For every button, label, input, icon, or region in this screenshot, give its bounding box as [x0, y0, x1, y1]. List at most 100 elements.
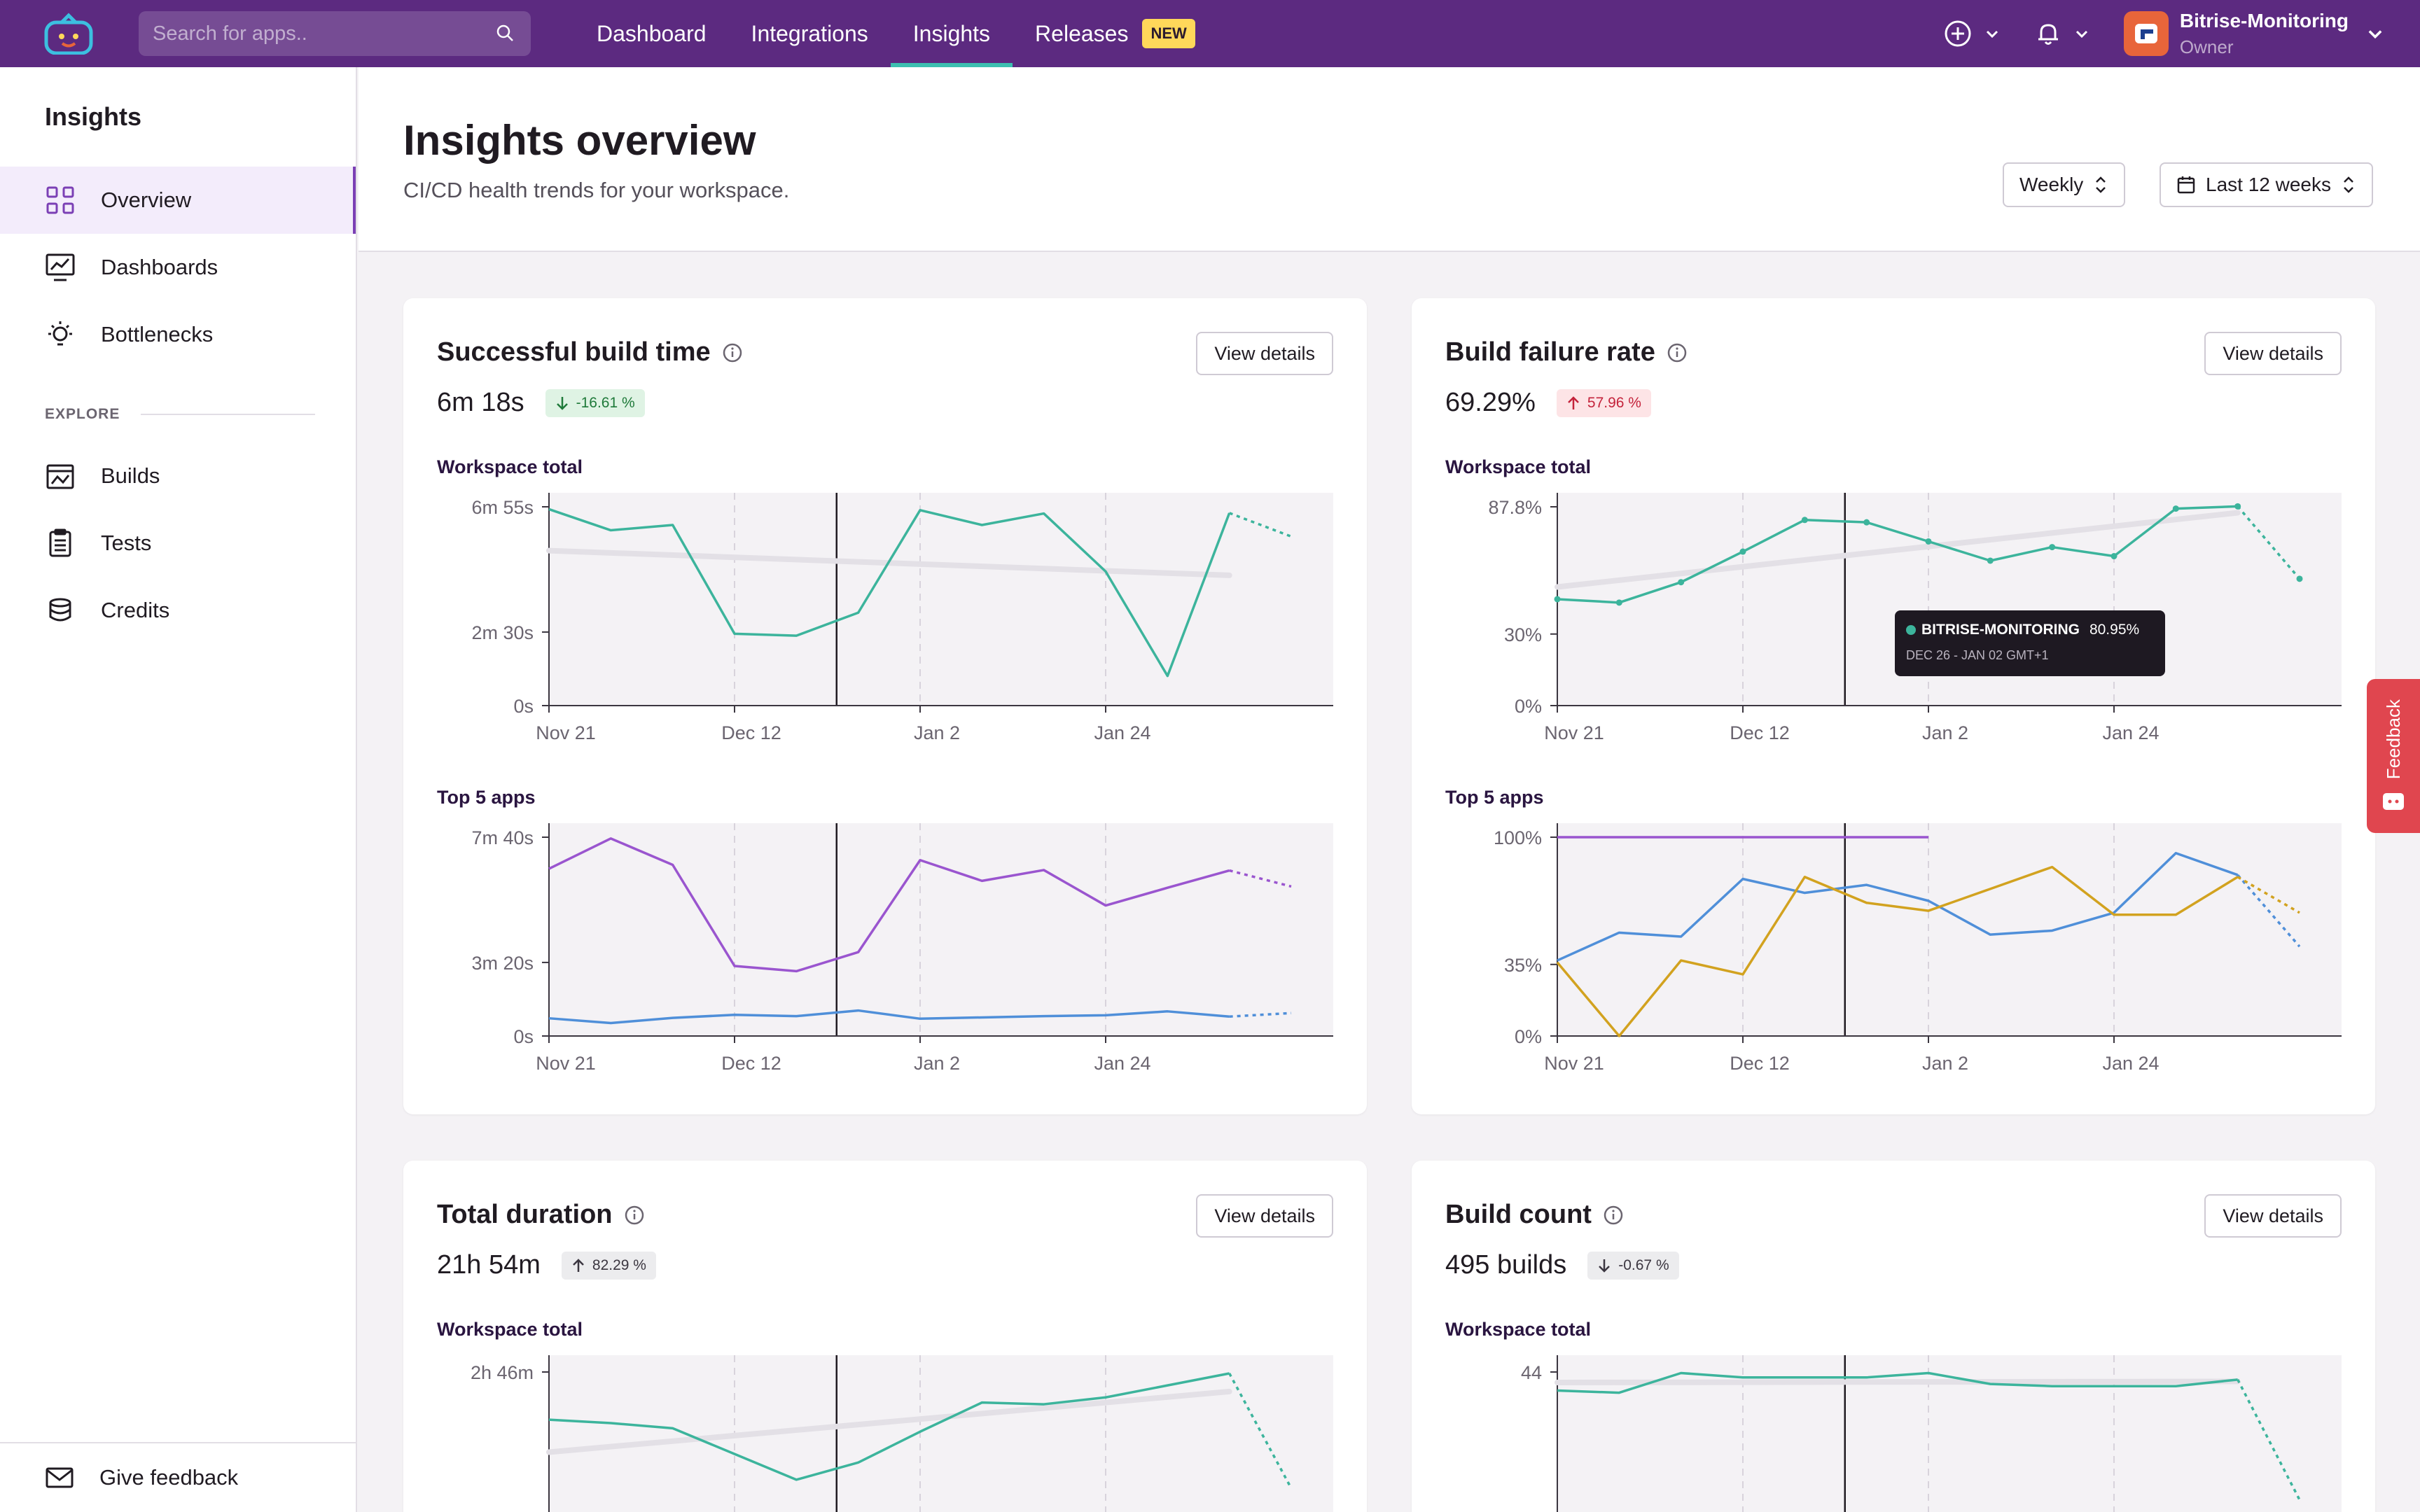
plot-area [549, 823, 1333, 1036]
info-icon[interactable] [624, 1205, 645, 1226]
view-details-button[interactable]: View details [1196, 1194, 1333, 1238]
chart-workspace-total[interactable]: 0% 30% 87.8% Nov 21 Dec 12 Jan 2 Jan 24 [1445, 489, 2342, 776]
notifications-button[interactable] [2034, 20, 2090, 48]
top-right-controls: Bitrise-Monitoring Owner [1943, 0, 2420, 67]
x-tick-label: Nov 21 [1544, 722, 1604, 743]
sidebar-item-dashboards[interactable]: Dashboards [0, 234, 356, 301]
y-tick-label: 44 [1521, 1362, 1542, 1383]
sidebar-item-builds[interactable]: Builds [0, 442, 356, 510]
delta-value: -16.61 % [576, 394, 635, 411]
series-line [548, 1372, 1230, 1481]
chart-top-apps[interactable]: 0s 3m 20s 7m 40s Nov 21 Dec 12 Jan 2 Jan 24 [437, 819, 1333, 1106]
sidebar-item-label: Tests [101, 531, 152, 555]
chart-workspace-total[interactable]: 58m 20s 2h 46m [437, 1351, 1333, 1512]
search-bar[interactable] [139, 11, 531, 56]
sort-chevrons-icon [2096, 176, 2106, 193]
builds-icon [45, 461, 76, 491]
series-projection-line [1229, 1011, 1292, 1018]
series-line [548, 1009, 1230, 1025]
feedback-side-tab[interactable]: Feedback [2367, 679, 2420, 833]
data-point[interactable] [2049, 544, 2056, 551]
series-projection-line [1228, 1373, 1293, 1489]
data-point[interactable] [1554, 596, 1561, 603]
data-point[interactable] [2172, 505, 2179, 512]
new-badge: NEW [1142, 19, 1195, 48]
chart-workspace-total[interactable]: 0s 2m 30s 6m 55s Nov 21 Dec 12 Jan 2 Jan 24 [437, 489, 1333, 776]
sidebar-item-bottlenecks[interactable]: Bottlenecks [0, 301, 356, 368]
feedback-chat-icon [2383, 793, 2404, 811]
top-bar: Dashboard Integrations Insights Releases… [0, 0, 2420, 67]
period-select[interactable]: Weekly [2003, 162, 2126, 207]
workspace-total-label: Workspace total [1445, 456, 1592, 477]
give-feedback-label: Give feedback [99, 1465, 239, 1490]
x-tick-label: Nov 21 [536, 722, 596, 743]
chart-workspace-total[interactable]: 1544 [1445, 1351, 2342, 1512]
chart-top-apps[interactable]: 0% 35% 100% Nov 21 Dec 12 Jan 2 Jan 24 [1445, 819, 2342, 1106]
card-build-failure-rate: Build failure rate 69.29% 57.96 % View d… [1412, 298, 2375, 1114]
series-projection-line [2237, 874, 2301, 948]
y-tick-label: 0% [1515, 1026, 1542, 1047]
x-tick-label: Dec 12 [721, 722, 781, 743]
bitrise-logo-icon[interactable] [43, 13, 94, 55]
info-icon[interactable] [1603, 1205, 1624, 1226]
sidebar-item-tests[interactable]: Tests [0, 510, 356, 577]
arrow-down-icon [556, 396, 568, 410]
view-details-button[interactable]: View details [1196, 332, 1333, 375]
nav-releases[interactable]: Releases NEW [1013, 0, 1218, 67]
view-details-button[interactable]: View details [2204, 1194, 2342, 1238]
date-range-value: Last 12 weeks [2206, 174, 2331, 195]
top-apps-label: Top 5 apps [1445, 787, 1544, 808]
plot-area [1557, 823, 2342, 1036]
sidebar-item-overview[interactable]: Overview [0, 167, 356, 234]
plot-area [549, 493, 1333, 706]
metric-value: 495 builds [1445, 1250, 1567, 1280]
clipboard-icon [45, 528, 76, 559]
view-details-button[interactable]: View details [2204, 332, 2342, 375]
data-point[interactable] [1863, 519, 1870, 526]
y-tick-label: 2h 46m [471, 1362, 534, 1383]
card-successful-build-time: Successful build time 6m 18s -16.61 % Vi… [403, 298, 1367, 1114]
data-point[interactable] [1925, 538, 1932, 545]
data-point[interactable] [1678, 579, 1685, 586]
y-tick-label: 7m 40s [471, 827, 534, 848]
delta-badge: -0.67 % [1587, 1251, 1679, 1280]
info-icon[interactable] [1667, 342, 1688, 363]
nav-integrations[interactable]: Integrations [751, 20, 868, 46]
data-point[interactable] [1615, 599, 1622, 606]
x-tick-label: Jan 24 [1094, 1053, 1150, 1074]
data-point[interactable] [1987, 557, 1994, 564]
nav-insights[interactable]: Insights [890, 0, 1013, 67]
org-switcher[interactable]: Bitrise-Monitoring Owner [2123, 10, 2385, 58]
give-feedback-button[interactable]: Give feedback [0, 1442, 356, 1512]
create-menu-button[interactable] [1943, 19, 2001, 48]
date-range-select[interactable]: Last 12 weeks [2160, 162, 2373, 207]
sidebar: Insights Overview Dashboards Bottlenecks… [0, 67, 357, 1512]
nav-dashboard[interactable]: Dashboard [597, 20, 707, 46]
data-point[interactable] [2296, 575, 2303, 582]
sidebar-item-credits[interactable]: Credits [0, 577, 356, 644]
data-point[interactable] [1739, 548, 1746, 555]
info-icon[interactable] [722, 342, 743, 363]
y-tick-label: 30% [1504, 624, 1542, 645]
x-tick-label: Jan 2 [914, 1053, 960, 1074]
y-tick-label: 87.8% [1488, 497, 1542, 518]
data-point[interactable] [2234, 503, 2241, 510]
series-line [1557, 1371, 2238, 1394]
series-line [1557, 505, 2238, 604]
workspace-total-label: Workspace total [437, 456, 583, 477]
x-tick-label: Dec 12 [721, 1053, 781, 1074]
org-role: Owner [2179, 36, 2234, 57]
data-point[interactable] [1801, 517, 1808, 524]
org-avatar [2123, 11, 2169, 56]
delta-value: 57.96 % [1587, 394, 1641, 411]
sidebar-item-label: Dashboards [101, 255, 218, 279]
card-value: 21h 54m 82.29 % [437, 1250, 656, 1280]
page-subtitle: CI/CD health trends for your workspace. [403, 178, 790, 202]
trend-line [546, 1388, 1232, 1455]
card-title-text: Total duration [437, 1200, 613, 1229]
data-point[interactable] [2110, 553, 2118, 560]
search-input[interactable] [153, 22, 494, 46]
x-tick-label: Dec 12 [1730, 722, 1790, 743]
tooltip-date: DEC 26 - JAN 02 GMT+1 [1906, 648, 2049, 662]
chevron-down-icon [2368, 30, 2382, 39]
